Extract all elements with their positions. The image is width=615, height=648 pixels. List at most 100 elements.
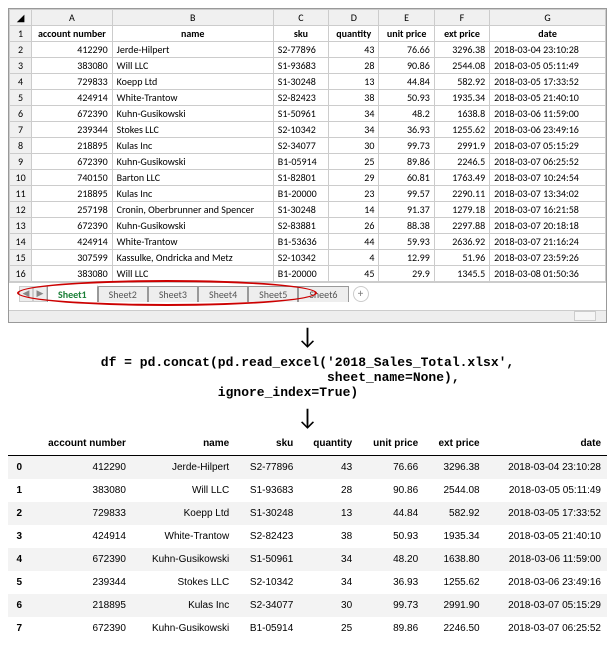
excel-cell[interactable]: 307599: [32, 250, 113, 266]
col-letter[interactable]: D: [329, 10, 379, 26]
col-letter[interactable]: G: [490, 10, 606, 26]
excel-cell[interactable]: 88.38: [379, 218, 434, 234]
excel-cell[interactable]: 45: [329, 266, 379, 282]
excel-cell[interactable]: 12.99: [379, 250, 434, 266]
sheet-tab-2[interactable]: Sheet2: [98, 286, 148, 302]
excel-cell[interactable]: Barton LLC: [112, 170, 273, 186]
row-number[interactable]: 13: [10, 218, 32, 234]
excel-cell[interactable]: 2246.5: [434, 154, 489, 170]
col-letter[interactable]: F: [434, 10, 489, 26]
row-number[interactable]: 4: [10, 74, 32, 90]
col-letter[interactable]: A: [32, 10, 113, 26]
excel-cell[interactable]: 257198: [32, 202, 113, 218]
col-letter[interactable]: C: [273, 10, 328, 26]
excel-cell[interactable]: 76.66: [379, 42, 434, 58]
excel-cell[interactable]: 2018-03-08 01:50:36: [490, 266, 606, 282]
excel-cell[interactable]: 740150: [32, 170, 113, 186]
excel-cell[interactable]: 99.57: [379, 186, 434, 202]
excel-header-cell[interactable]: name: [112, 26, 273, 42]
excel-cell[interactable]: B1-53636: [273, 234, 328, 250]
excel-cell[interactable]: Kuhn-Gusikowski: [112, 218, 273, 234]
excel-cell[interactable]: 2018-03-07 13:34:02: [490, 186, 606, 202]
excel-cell[interactable]: 383080: [32, 266, 113, 282]
excel-cell[interactable]: 424914: [32, 90, 113, 106]
row-number[interactable]: 10: [10, 170, 32, 186]
excel-cell[interactable]: 29.9: [379, 266, 434, 282]
row-number[interactable]: 6: [10, 106, 32, 122]
excel-cell[interactable]: Kuhn-Gusikowski: [112, 106, 273, 122]
excel-cell[interactable]: 26: [329, 218, 379, 234]
excel-cell[interactable]: 4: [329, 250, 379, 266]
sheet-tab-3[interactable]: Sheet3: [148, 286, 198, 302]
excel-cell[interactable]: 23: [329, 186, 379, 202]
excel-cell[interactable]: 239344: [32, 122, 113, 138]
row-number[interactable]: 5: [10, 90, 32, 106]
horizontal-scrollbar[interactable]: [9, 310, 606, 322]
excel-cell[interactable]: S2-77896: [273, 42, 328, 58]
excel-header-cell[interactable]: quantity: [329, 26, 379, 42]
excel-cell[interactable]: S2-34077: [273, 138, 328, 154]
excel-cell[interactable]: Kuhn-Gusikowski: [112, 154, 273, 170]
tab-nav-prev[interactable]: ◀: [19, 286, 33, 302]
excel-cell[interactable]: 1279.18: [434, 202, 489, 218]
excel-cell[interactable]: 412290: [32, 42, 113, 58]
excel-cell[interactable]: 1935.34: [434, 90, 489, 106]
row-number[interactable]: 1: [10, 26, 32, 42]
excel-cell[interactable]: 218895: [32, 186, 113, 202]
excel-cell[interactable]: 2018-03-06 11:59:00: [490, 106, 606, 122]
excel-cell[interactable]: 38: [329, 90, 379, 106]
excel-cell[interactable]: 1345.5: [434, 266, 489, 282]
excel-cell[interactable]: 2018-03-07 20:18:18: [490, 218, 606, 234]
row-number[interactable]: 9: [10, 154, 32, 170]
sheet-tab-5[interactable]: Sheet5: [248, 286, 298, 302]
excel-cell[interactable]: 2018-03-07 05:15:29: [490, 138, 606, 154]
excel-cell[interactable]: 90.86: [379, 58, 434, 74]
excel-cell[interactable]: 99.73: [379, 138, 434, 154]
excel-cell[interactable]: 51.96: [434, 250, 489, 266]
row-number[interactable]: 14: [10, 234, 32, 250]
excel-cell[interactable]: B1-20000: [273, 266, 328, 282]
excel-header-cell[interactable]: date: [490, 26, 606, 42]
excel-cell[interactable]: 14: [329, 202, 379, 218]
excel-cell[interactable]: S2-83881: [273, 218, 328, 234]
excel-cell[interactable]: 2018-03-04 23:10:28: [490, 42, 606, 58]
excel-cell[interactable]: Stokes LLC: [112, 122, 273, 138]
scroll-thumb[interactable]: [574, 311, 596, 321]
excel-cell[interactable]: 2991.9: [434, 138, 489, 154]
row-number[interactable]: 7: [10, 122, 32, 138]
excel-cell[interactable]: S2-10342: [273, 250, 328, 266]
excel-cell[interactable]: 13: [329, 74, 379, 90]
excel-cell[interactable]: 2018-03-07 16:21:58: [490, 202, 606, 218]
excel-cell[interactable]: Kassulke, Ondricka and Metz: [112, 250, 273, 266]
excel-cell[interactable]: 672390: [32, 154, 113, 170]
excel-cell[interactable]: Cronin, Oberbrunner and Spencer: [112, 202, 273, 218]
excel-cell[interactable]: Will LLC: [112, 58, 273, 74]
excel-cell[interactable]: 43: [329, 42, 379, 58]
excel-cell[interactable]: 28: [329, 58, 379, 74]
excel-cell[interactable]: B1-20000: [273, 186, 328, 202]
excel-cell[interactable]: Koepp Ltd: [112, 74, 273, 90]
excel-cell[interactable]: 3296.38: [434, 42, 489, 58]
excel-cell[interactable]: S1-50961: [273, 106, 328, 122]
excel-cell[interactable]: 2018-03-07 10:24:54: [490, 170, 606, 186]
tab-nav-next[interactable]: ▶: [33, 286, 47, 302]
excel-cell[interactable]: 2018-03-07 21:16:24: [490, 234, 606, 250]
excel-cell[interactable]: Will LLC: [112, 266, 273, 282]
excel-cell[interactable]: 2290.11: [434, 186, 489, 202]
add-sheet-button[interactable]: +: [353, 286, 369, 302]
excel-cell[interactable]: Kulas Inc: [112, 186, 273, 202]
excel-cell[interactable]: 34: [329, 122, 379, 138]
row-number[interactable]: 8: [10, 138, 32, 154]
excel-cell[interactable]: S1-30248: [273, 74, 328, 90]
excel-header-cell[interactable]: sku: [273, 26, 328, 42]
excel-cell[interactable]: 2018-03-05 17:33:52: [490, 74, 606, 90]
excel-header-cell[interactable]: ext price: [434, 26, 489, 42]
excel-cell[interactable]: Jerde-Hilpert: [112, 42, 273, 58]
excel-cell[interactable]: 582.92: [434, 74, 489, 90]
sheet-tab-6[interactable]: Sheet6: [298, 286, 348, 302]
row-number[interactable]: 16: [10, 266, 32, 282]
excel-cell[interactable]: 50.93: [379, 90, 434, 106]
excel-cell[interactable]: 424914: [32, 234, 113, 250]
excel-cell[interactable]: 44: [329, 234, 379, 250]
excel-cell[interactable]: 48.2: [379, 106, 434, 122]
